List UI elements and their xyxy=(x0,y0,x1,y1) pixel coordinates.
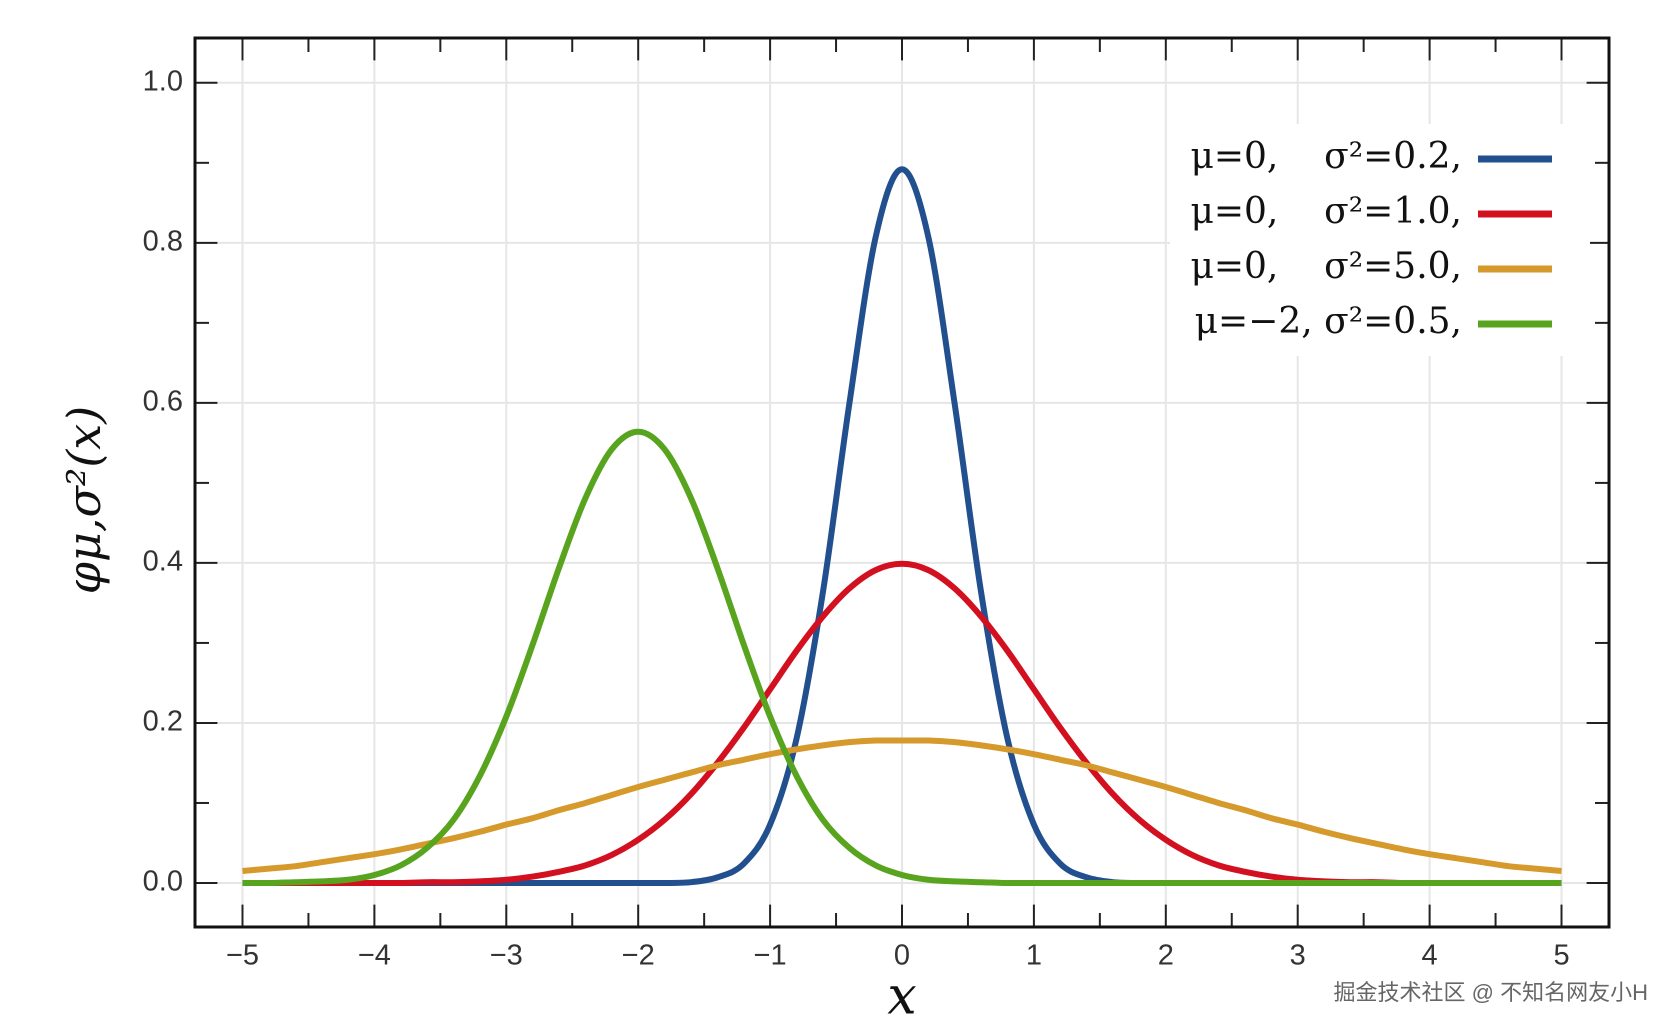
x-tick-label: −1 xyxy=(754,940,787,972)
legend-box xyxy=(1170,124,1590,356)
curve xyxy=(242,737,1562,874)
x-tick-label: 3 xyxy=(1290,940,1306,972)
x-axis-label: x xyxy=(887,967,916,1027)
y-tick-label: 0.2 xyxy=(143,706,183,738)
legend-label: μ=−2, σ²=0.5, xyxy=(1195,301,1462,342)
watermark: 掘金技术社区 @ 不知名网友小H xyxy=(1334,980,1648,1005)
x-tick-label: 2 xyxy=(1158,940,1174,972)
x-tick-label: −2 xyxy=(622,940,655,972)
legend-label: μ=0, σ²=5.0, xyxy=(1190,246,1462,287)
x-tick-label: −3 xyxy=(490,940,523,972)
y-tick-label: 0.6 xyxy=(143,386,183,418)
legend-label: μ=0, σ²=1.0, xyxy=(1190,191,1462,232)
x-tick-label: 4 xyxy=(1422,940,1438,972)
y-axis-label: φμ,σ²(x) xyxy=(57,406,111,594)
x-tick-label: −4 xyxy=(358,940,391,972)
plot-frame xyxy=(193,36,1611,929)
x-tick-label: 0 xyxy=(894,940,910,972)
y-tick-label: 0.8 xyxy=(143,226,183,258)
x-tick-label: −5 xyxy=(226,940,259,972)
curve xyxy=(242,428,1562,887)
legend-label: μ=0, σ²=0.2, xyxy=(1190,136,1462,177)
x-tick-label: 5 xyxy=(1553,940,1569,972)
y-tick-label: 0.4 xyxy=(143,546,183,578)
y-tick-label: 1.0 xyxy=(143,65,183,97)
x-tick-label: 1 xyxy=(1026,940,1042,972)
y-tick-label: 0.0 xyxy=(143,866,183,898)
